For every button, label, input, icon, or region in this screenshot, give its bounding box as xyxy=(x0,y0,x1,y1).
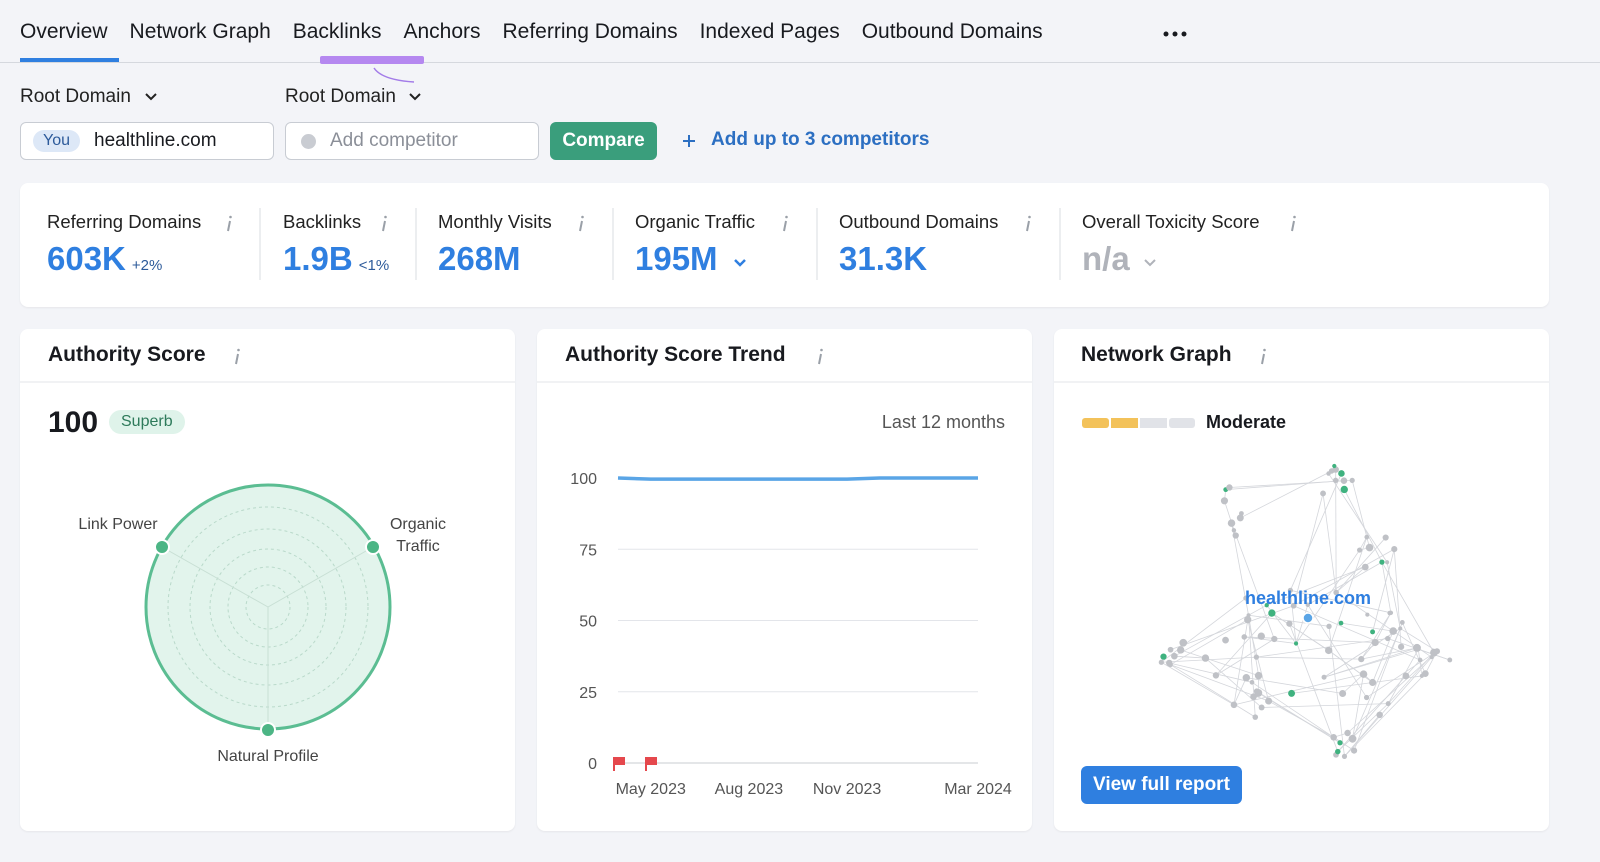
radar-axis-label: Link Power xyxy=(78,516,158,533)
hint-arrow xyxy=(373,67,415,83)
competitor-dot xyxy=(301,134,316,149)
metric-change: +2% xyxy=(131,257,163,274)
trend-card xyxy=(537,329,1032,831)
placeholder: Add competitor xyxy=(330,130,458,151)
view-report-button[interactable]: View full report xyxy=(1081,766,1242,804)
plus-icon xyxy=(683,135,695,147)
metric-value-row: 603K +2% xyxy=(47,240,162,278)
metric-value-row: 195M xyxy=(635,240,718,278)
highlight-bar xyxy=(320,56,424,64)
metric-value: 603K xyxy=(47,240,126,277)
you-badge: You xyxy=(33,130,80,152)
tab[interactable]: Backlinks xyxy=(292,20,382,43)
metric-label: Outbound Domains xyxy=(839,211,999,232)
card-title: Authority Score Trend xyxy=(565,343,786,366)
tab-bar: Overview Network Graph Backlinks Anchors Ref… xyxy=(20,20,1065,44)
chart-subtitle: Last 12 months xyxy=(881,412,1005,432)
competitor-input[interactable]: Add competitor xyxy=(285,122,539,160)
metric-value: 268M xyxy=(438,240,521,277)
rating-badge: Superb xyxy=(109,410,185,434)
domain-text: healthline.com xyxy=(94,130,217,151)
radar-axis-label: Organic Traffic xyxy=(389,516,447,555)
domain-input[interactable]: You healthline.com xyxy=(20,122,274,160)
card-title: Network Graph xyxy=(1081,343,1232,366)
metric-value: 1.9B xyxy=(283,240,353,277)
network-card xyxy=(1054,329,1549,831)
graph-rating: Moderate xyxy=(1206,412,1287,432)
metric-value-row: 268M xyxy=(438,240,521,278)
tab[interactable]: Indexed Pages xyxy=(699,20,840,43)
metric-value: 195M xyxy=(635,240,718,277)
radar-axis-label: Natural Profile xyxy=(217,748,319,765)
tab[interactable]: Outbound Domains xyxy=(861,20,1043,43)
metric-value-row: n/a xyxy=(1082,240,1130,278)
metric-label: Organic Traffic xyxy=(635,211,755,232)
metric-change: <1% xyxy=(358,257,390,274)
metric-value: 31.3K xyxy=(839,240,928,277)
metric-label: Referring Domains xyxy=(47,211,202,232)
tab[interactable]: Overview xyxy=(20,20,108,43)
add-competitors-link[interactable]: Add up to 3 competitors xyxy=(711,129,930,150)
tab-divider xyxy=(0,62,1600,63)
tab[interactable]: Referring Domains xyxy=(502,20,678,43)
tab[interactable]: Network Graph xyxy=(129,20,271,43)
metric-label: Monthly Visits xyxy=(438,211,552,232)
metric-label: Backlinks xyxy=(283,211,362,232)
metric-value: n/a xyxy=(1082,240,1130,277)
tab[interactable]: Anchors xyxy=(403,20,481,43)
compare-button[interactable]: Compare xyxy=(550,122,657,160)
metric-value-row: 31.3K xyxy=(839,240,927,278)
metric-label: Overall Toxicity Score xyxy=(1082,211,1260,232)
metrics-card xyxy=(20,183,1549,307)
domain-selector[interactable]: Root Domain xyxy=(20,86,131,107)
metric-value-row: 1.9B <1% xyxy=(283,240,389,278)
more-tabs-icon xyxy=(1163,31,1187,37)
card-title: Authority Score xyxy=(48,343,206,366)
authority-score: 100 xyxy=(48,406,99,439)
domain-selector[interactable]: Root Domain xyxy=(285,86,396,107)
active-tab-underline xyxy=(20,58,119,62)
